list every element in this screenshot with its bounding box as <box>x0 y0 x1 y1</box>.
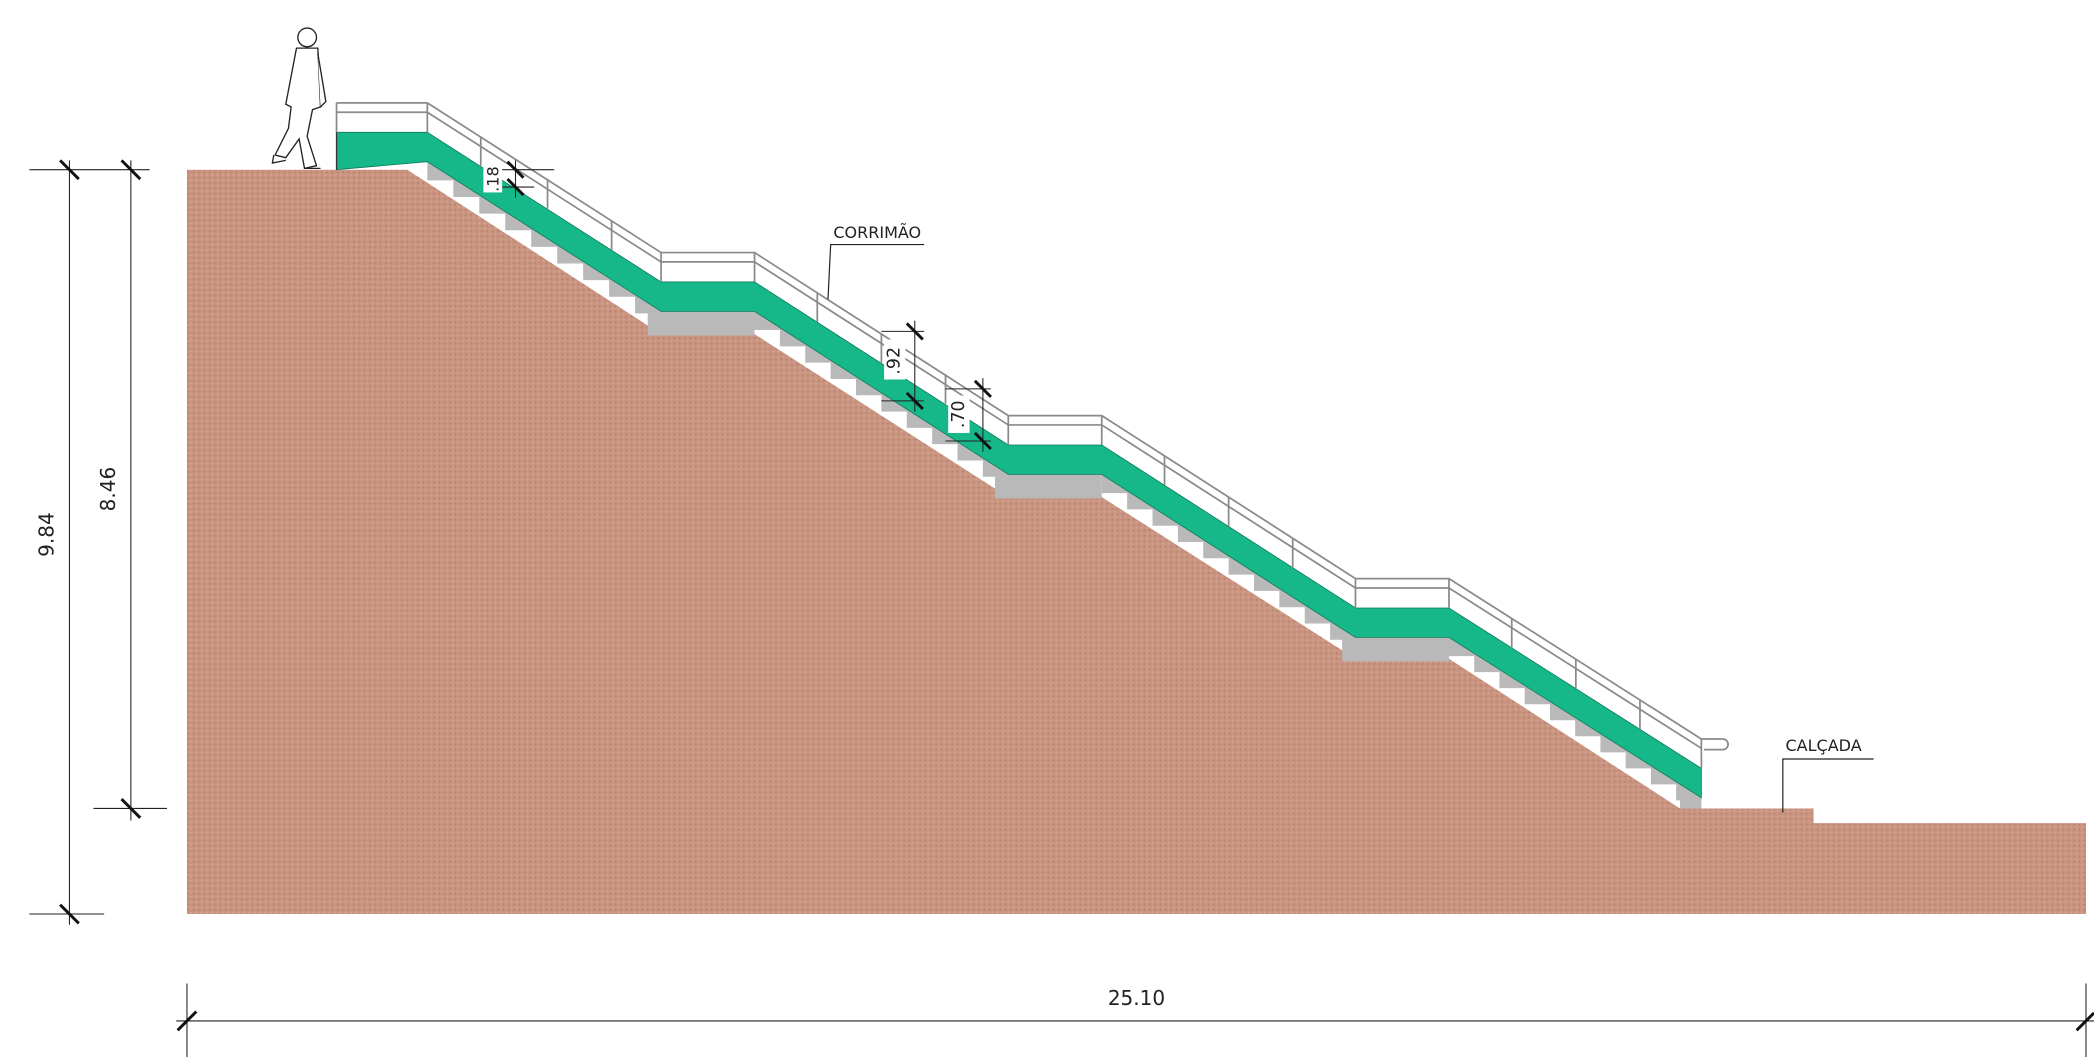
concrete-landing <box>995 474 1102 498</box>
terrain <box>187 170 2086 914</box>
section-drawing: 9.84 8.46 25.10 .18 .92 <box>0 0 2094 1057</box>
dimension-label: 9.84 <box>34 512 58 557</box>
dimension-label: .18 <box>484 166 503 191</box>
dimension-total-length: 25.10 <box>176 984 2094 1057</box>
rail-end <box>1701 739 1728 750</box>
handrail-callout: CORRIMÃO <box>828 223 924 299</box>
dimension-label: 25.10 <box>1108 986 1165 1010</box>
dimension-stair-height: 8.46 <box>93 160 166 820</box>
concrete-landing <box>648 311 755 335</box>
concrete-landing <box>1342 637 1449 661</box>
dimension-label: 8.46 <box>96 467 120 512</box>
handrail-label: CORRIMÃO <box>833 223 921 242</box>
concrete-base <box>1680 798 1701 809</box>
sidewalk-label: CALÇADA <box>1786 736 1862 755</box>
dimension-label: .92 <box>885 347 905 375</box>
dimension-lower-rail-height: .70 <box>946 378 991 451</box>
person-figure <box>272 28 325 168</box>
dimension-riser: .18 <box>483 160 554 197</box>
sidewalk-callout: CALÇADA <box>1783 736 1874 812</box>
dimension-label: .70 <box>949 400 969 428</box>
